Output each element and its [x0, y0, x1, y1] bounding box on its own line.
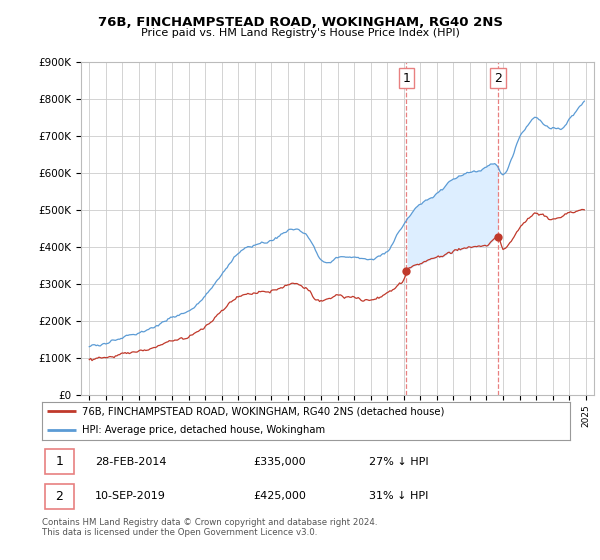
Text: 2: 2: [55, 490, 64, 503]
Text: Price paid vs. HM Land Registry's House Price Index (HPI): Price paid vs. HM Land Registry's House …: [140, 28, 460, 38]
Text: 31% ↓ HPI: 31% ↓ HPI: [370, 491, 429, 501]
Text: £335,000: £335,000: [253, 456, 306, 466]
Text: 76B, FINCHAMPSTEAD ROAD, WOKINGHAM, RG40 2NS: 76B, FINCHAMPSTEAD ROAD, WOKINGHAM, RG40…: [97, 16, 503, 29]
Text: HPI: Average price, detached house, Wokingham: HPI: Average price, detached house, Woki…: [82, 425, 325, 435]
FancyBboxPatch shape: [44, 484, 74, 509]
Text: 27% ↓ HPI: 27% ↓ HPI: [370, 456, 429, 466]
Text: 28-FEB-2014: 28-FEB-2014: [95, 456, 166, 466]
Text: 76B, FINCHAMPSTEAD ROAD, WOKINGHAM, RG40 2NS (detached house): 76B, FINCHAMPSTEAD ROAD, WOKINGHAM, RG40…: [82, 406, 444, 416]
FancyBboxPatch shape: [44, 449, 74, 474]
Text: Contains HM Land Registry data © Crown copyright and database right 2024.
This d: Contains HM Land Registry data © Crown c…: [42, 518, 377, 538]
Text: 10-SEP-2019: 10-SEP-2019: [95, 491, 166, 501]
Text: 2: 2: [494, 72, 502, 85]
Text: 1: 1: [403, 72, 410, 85]
Text: £425,000: £425,000: [253, 491, 306, 501]
Text: 1: 1: [55, 455, 64, 468]
